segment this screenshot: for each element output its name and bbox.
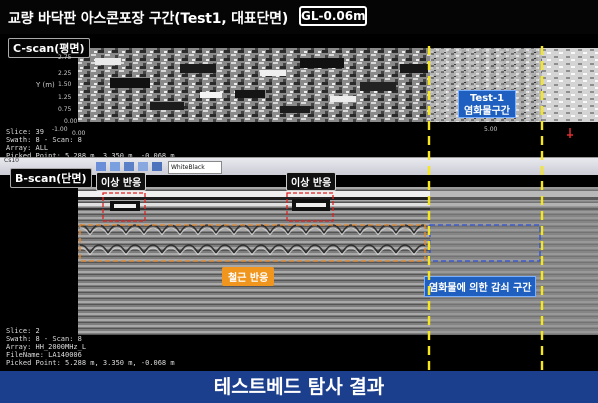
cscan-tick: -1.00 [52,126,68,133]
cscan-tick: 0.00 [72,130,86,137]
tool-icon[interactable] [96,162,106,171]
bscan-info-block: Slice: 2 Swath: 8 - Scan: 8 Array: HH_20… [6,327,175,367]
toolbar-tab[interactable]: Cs10 [4,157,19,164]
bscan-panel: B-scan(단면) 이상 반응 이상 반응 철근 반응 염화물에 의한 감쇠 … [0,168,598,371]
figure-caption: 테스트베드 탐사 결과 [0,371,598,403]
bscan-label: B-scan(단면) [10,168,92,188]
test1-label-line1: Test-1 [469,93,505,104]
cscan-label: C-scan(평면) [8,38,90,58]
anomaly-box-mid [286,192,334,222]
cscan-y-axis-label: Y (m) [36,81,55,89]
bscan-info-array: Array: HH_2000MHz_L [6,343,87,351]
title-bar: 교량 바닥판 아스콘포장 구간(Test1, 대표단면) GL-0.06m [0,0,598,34]
tool-icon[interactable] [124,162,134,171]
cscan-tick: 1.50 [58,81,72,88]
anomaly-label-mid: 이상 반응 [286,172,337,191]
cscan-tick: 1.25 [58,94,72,101]
test1-label-line2: 염화물구간 [464,106,510,117]
bscan-image [78,187,598,371]
tool-icon[interactable] [110,162,120,171]
bscan-info-slice: Slice: 2 [6,327,40,335]
rebar-zone-box [79,224,426,262]
tool-icon[interactable] [152,162,162,171]
bscan-info-picked: Picked Point: 5.288 m, 3.350 m, -0.068 m [6,359,175,367]
colormap-select[interactable]: WhiteBlack [168,161,222,174]
attenuation-zone-label: 염화물에 의한 감쇠 구간 [424,276,537,297]
cscan-info-slice: Slice: 39 [6,128,44,136]
bscan-info-filename: FileName: LA140006 [6,351,82,359]
anomaly-box-left [102,192,146,222]
cscan-tick: 0.00 [64,118,78,125]
tool-icon[interactable] [138,162,148,171]
bscan-info-swath: Swath: 8 - Scan: 8 [6,335,82,343]
anomaly-label-left: 이상 반응 [96,172,147,191]
cscan-info-swath: Swath: 8 - Scan: 8 [6,136,82,144]
cscan-info-picked: Picked Point: 5.288 m, 3.350 m, -0.068 m [6,152,175,160]
cscan-info-block: Slice: 39 Swath: 8 - Scan: 8 Array: ALL … [6,128,175,160]
cscan-image [78,48,598,157]
cscan-tick-right: 5.00 [484,126,498,133]
gl-depth-badge: GL-0.06m [299,6,367,26]
cscan-tick: 2.75 [58,54,72,61]
cscan-tick: 0.75 [58,106,72,113]
test1-chloride-label: Test-1 염화물구간 [458,90,516,118]
cscan-panel: C-scan(평면) 2.75 2.25 Y (m) 1.50 1.25 0.7… [0,34,598,160]
cscan-tick: 2.25 [58,70,72,77]
page-title: 교량 바닥판 아스콘포장 구간(Test1, 대표단면) [8,11,289,27]
cscan-info-array: Array: ALL [6,144,49,152]
rebar-response-label: 철근 반응 [222,267,275,286]
